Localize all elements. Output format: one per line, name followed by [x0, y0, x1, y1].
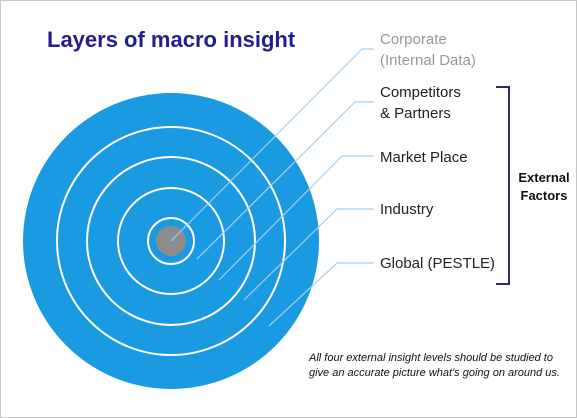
ring-1 — [147, 217, 195, 265]
layer-label-line: Industry — [380, 201, 434, 218]
layer-label-competitors: Competitors & Partners — [380, 82, 461, 124]
ring-3 — [86, 156, 256, 326]
layer-label-global: Global (PESTLE) — [380, 253, 495, 274]
external-factors-label: External Factors — [518, 170, 570, 203]
layer-label-line: Competitors — [380, 84, 461, 101]
leader-line-competitors — [196, 101, 374, 260]
leader-line-industry — [243, 208, 374, 301]
layer-label-line: & Partners — [380, 105, 451, 122]
layer-label-line: Corporate — [380, 31, 447, 48]
layer-label-line: Global (PESTLE) — [380, 255, 496, 272]
ring-4 — [56, 126, 286, 356]
layer-label-line: Market Place — [380, 149, 468, 166]
layer-label-corporate: Corporate (Internal Data) — [380, 29, 476, 71]
leader-line-market — [218, 155, 374, 281]
layer-label-industry: Industry — [380, 199, 433, 220]
leader-line-corporate — [170, 48, 374, 242]
footnote: All four external insight levels should … — [309, 352, 560, 379]
slide-title: Layers of macro insight — [47, 27, 296, 52]
layer-label-market: Market Place — [380, 147, 468, 168]
leader-line-global — [268, 262, 374, 327]
layer-label-line: (Internal Data) — [380, 52, 476, 69]
ring-2 — [117, 187, 225, 295]
external-factors-bracket — [496, 86, 510, 285]
